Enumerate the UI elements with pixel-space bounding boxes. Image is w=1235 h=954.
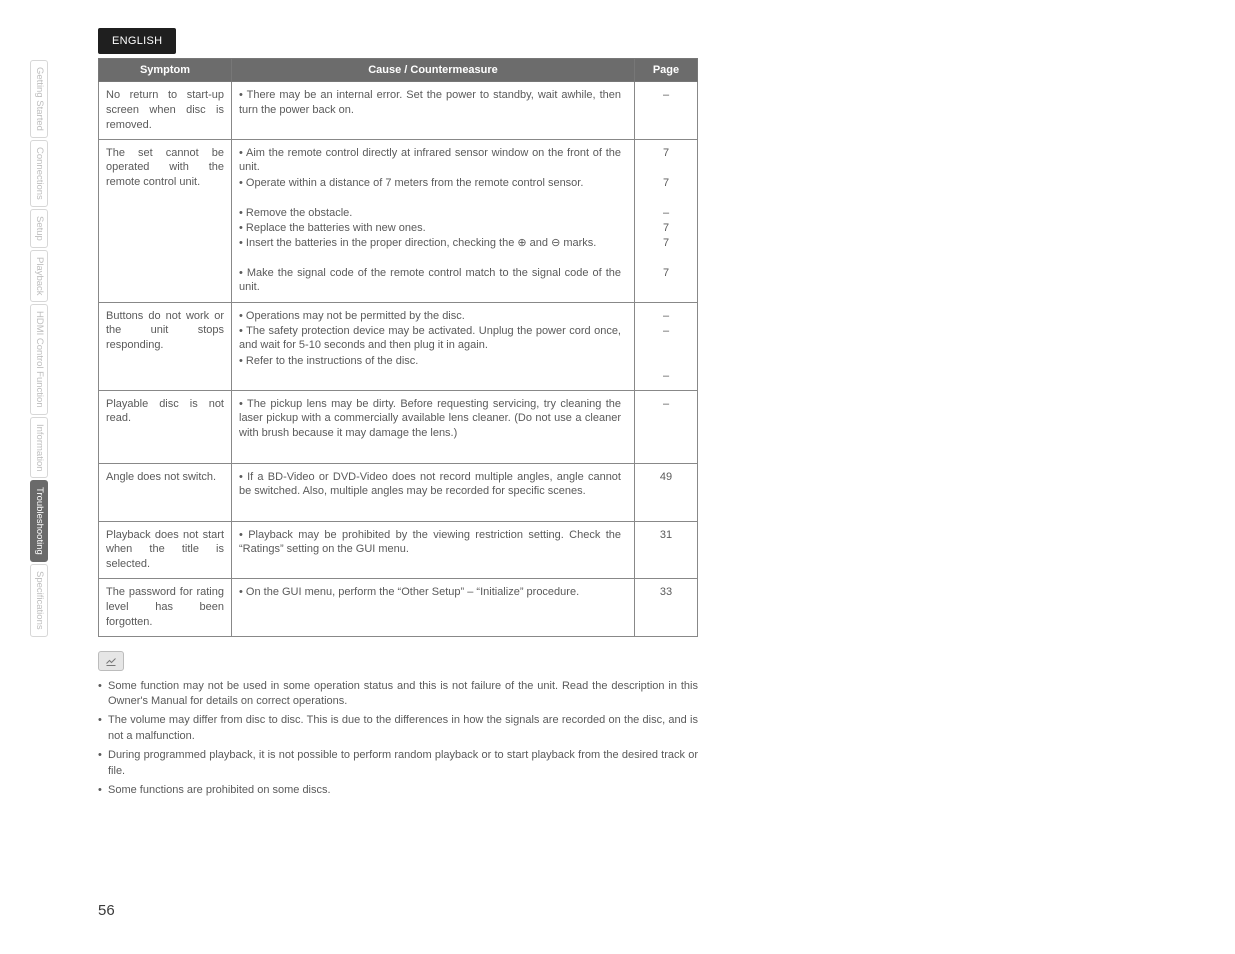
sidebar-tab[interactable]: Specifications (30, 564, 48, 637)
page-cell: 33 (635, 579, 698, 637)
cause-cell: If a BD-Video or DVD-Video does not reco… (232, 463, 635, 521)
cause-cell: Operations may not be permitted by the d… (232, 302, 635, 390)
cause-cell: The pickup lens may be dirty. Before req… (232, 390, 635, 463)
table-row: Angle does not switch.If a BD-Video or D… (99, 463, 698, 521)
sidebar-tab[interactable]: Information (30, 417, 48, 479)
cause-item: Operate within a distance of 7 meters fr… (239, 176, 627, 206)
table-row: No return to start-up screen when disc i… (99, 82, 698, 140)
page-cell: ––– (635, 302, 698, 390)
cause-cell: Playback may be prohibited by the viewin… (232, 521, 635, 579)
table-row: Playback does not start when the title i… (99, 521, 698, 579)
page-cell: 31 (635, 521, 698, 579)
sidebar-tab[interactable]: Setup (30, 209, 48, 248)
note-icon (98, 651, 124, 671)
page-cell: – (635, 390, 698, 463)
cause-cell: There may be an internal error. Set the … (232, 82, 635, 140)
page-number: 56 (98, 902, 115, 919)
cause-item: The safety protection device may be acti… (239, 324, 627, 354)
symptom-cell: The password for rating level has been f… (99, 579, 232, 637)
cause-item: Remove the obstacle. (239, 206, 627, 221)
header-page: Page (635, 59, 698, 82)
cause-item: Insert the batteries in the proper direc… (239, 236, 627, 266)
table-row: Buttons do not work or the unit stops re… (99, 302, 698, 390)
footnote-item: •Some functions are prohibited on some d… (98, 783, 698, 798)
sidebar-tab[interactable]: HDMI Control Function (30, 304, 48, 415)
symptom-cell: Angle does not switch. (99, 463, 232, 521)
table-row: Playable disc is not read.The pickup len… (99, 390, 698, 463)
cause-item: There may be an internal error. Set the … (239, 88, 627, 118)
page-cell: – (635, 82, 698, 140)
main-content: Symptom Cause / Countermeasure Page No r… (98, 58, 698, 802)
symptom-cell: Buttons do not work or the unit stops re… (99, 302, 232, 390)
cause-item: Make the signal code of the remote contr… (239, 266, 627, 296)
sidebar-tabs: Getting Started Connections Setup PlaybackH… (30, 60, 48, 639)
cause-item: The pickup lens may be dirty. Before req… (239, 397, 627, 457)
symptom-cell: The set cannot be operated with the remo… (99, 139, 232, 302)
symptom-cell: No return to start-up screen when disc i… (99, 82, 232, 140)
cause-item: If a BD-Video or DVD-Video does not reco… (239, 470, 627, 515)
footnote-item: •Some function may not be used in some o… (98, 679, 698, 710)
sidebar-tab[interactable]: Troubleshooting (30, 480, 48, 562)
cause-cell: Aim the remote control directly at infra… (232, 139, 635, 302)
cause-item: Replace the batteries with new ones. (239, 221, 627, 236)
header-cause: Cause / Countermeasure (232, 59, 635, 82)
page-cell: 77–777 (635, 139, 698, 302)
cause-item: Playback may be prohibited by the viewin… (239, 528, 627, 558)
cause-item: Operations may not be permitted by the d… (239, 309, 627, 324)
footnote-item: •During programmed playback, it is not p… (98, 748, 698, 779)
footnotes: •Some function may not be used in some o… (98, 679, 698, 799)
language-badge: ENGLISH (98, 28, 176, 54)
cause-item: Aim the remote control directly at infra… (239, 146, 627, 176)
troubleshooting-table: Symptom Cause / Countermeasure Page No r… (98, 58, 698, 637)
cause-item: On the GUI menu, perform the “Other Setu… (239, 585, 627, 615)
sidebar-tab[interactable]: Playback (30, 250, 48, 303)
footnote-item: •The volume may differ from disc to disc… (98, 713, 698, 744)
symptom-cell: Playback does not start when the title i… (99, 521, 232, 579)
sidebar-tab[interactable]: Getting Started (30, 60, 48, 138)
cause-item: Refer to the instructions of the disc. (239, 354, 627, 369)
header-symptom: Symptom (99, 59, 232, 82)
table-row: The password for rating level has been f… (99, 579, 698, 637)
cause-item: . (239, 369, 627, 384)
page-cell: 49 (635, 463, 698, 521)
sidebar-tab[interactable]: Connections (30, 140, 48, 207)
cause-cell: On the GUI menu, perform the “Other Setu… (232, 579, 635, 637)
symptom-cell: Playable disc is not read. (99, 390, 232, 463)
table-row: The set cannot be operated with the remo… (99, 139, 698, 302)
